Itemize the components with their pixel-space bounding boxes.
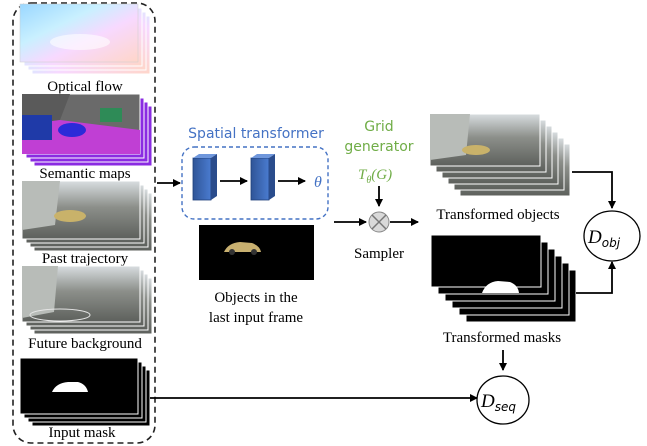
grid-formula: Tθ(G) bbox=[358, 167, 392, 186]
d-seq-label: Dseq bbox=[480, 391, 516, 414]
input-stack-frame bbox=[12, 2, 156, 444]
optical-flow-label: Optical flow bbox=[47, 79, 123, 95]
grid-generator-line1: Grid bbox=[364, 119, 393, 135]
d-obj-main: D bbox=[587, 227, 602, 248]
d-seq-node bbox=[476, 375, 530, 425]
grid-formula-sub: θ bbox=[366, 175, 371, 186]
d-obj-label: Dobj bbox=[587, 227, 621, 250]
semantic-maps-label: Semantic maps bbox=[39, 166, 130, 182]
objects-caption-line2: last input frame bbox=[209, 310, 303, 326]
grid-generator-line2: generator bbox=[344, 139, 413, 155]
future-background-stack bbox=[21, 265, 153, 335]
spatial-transformer-box bbox=[181, 146, 329, 220]
d-seq-main: D bbox=[480, 391, 495, 412]
transformer-layer-2 bbox=[250, 157, 270, 201]
semantic-maps-stack bbox=[21, 93, 153, 167]
spatial-transformer-title: Spatial transformer bbox=[188, 126, 324, 142]
arrow-masks-to-dobj bbox=[576, 261, 616, 294]
past-trajectory-label: Past trajectory bbox=[42, 251, 129, 267]
grid-formula-main: T bbox=[358, 167, 368, 183]
grid-formula-arg: (G) bbox=[371, 167, 392, 183]
object-crop-image bbox=[199, 225, 314, 280]
input-mask-label: Input mask bbox=[48, 425, 116, 441]
sampler-label: Sampler bbox=[354, 246, 404, 262]
transformed-masks-label: Transformed masks bbox=[443, 330, 561, 346]
d-obj-node bbox=[583, 210, 641, 262]
transformer-layer-1 bbox=[192, 157, 212, 201]
objects-caption-line1: Objects in the bbox=[214, 290, 298, 306]
arrow-objects-to-dobj bbox=[572, 171, 616, 209]
future-background-label: Future background bbox=[28, 336, 142, 352]
d-obj-sub: obj bbox=[602, 236, 621, 250]
sampler-node bbox=[368, 211, 390, 233]
transformed-masks-stack bbox=[430, 234, 577, 323]
past-trajectory-stack bbox=[21, 180, 153, 252]
theta-symbol: θ bbox=[314, 174, 322, 191]
transformed-objects-label: Transformed objects bbox=[436, 207, 559, 223]
input-mask-stack bbox=[19, 357, 151, 427]
transformed-objects-stack bbox=[429, 113, 571, 197]
d-seq-sub: seq bbox=[495, 400, 517, 414]
optical-flow-stack bbox=[19, 3, 151, 75]
